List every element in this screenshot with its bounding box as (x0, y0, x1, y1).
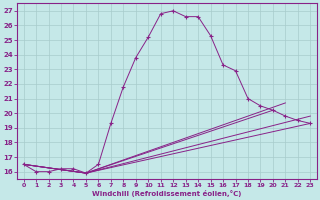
X-axis label: Windchill (Refroidissement éolien,°C): Windchill (Refroidissement éolien,°C) (92, 190, 242, 197)
